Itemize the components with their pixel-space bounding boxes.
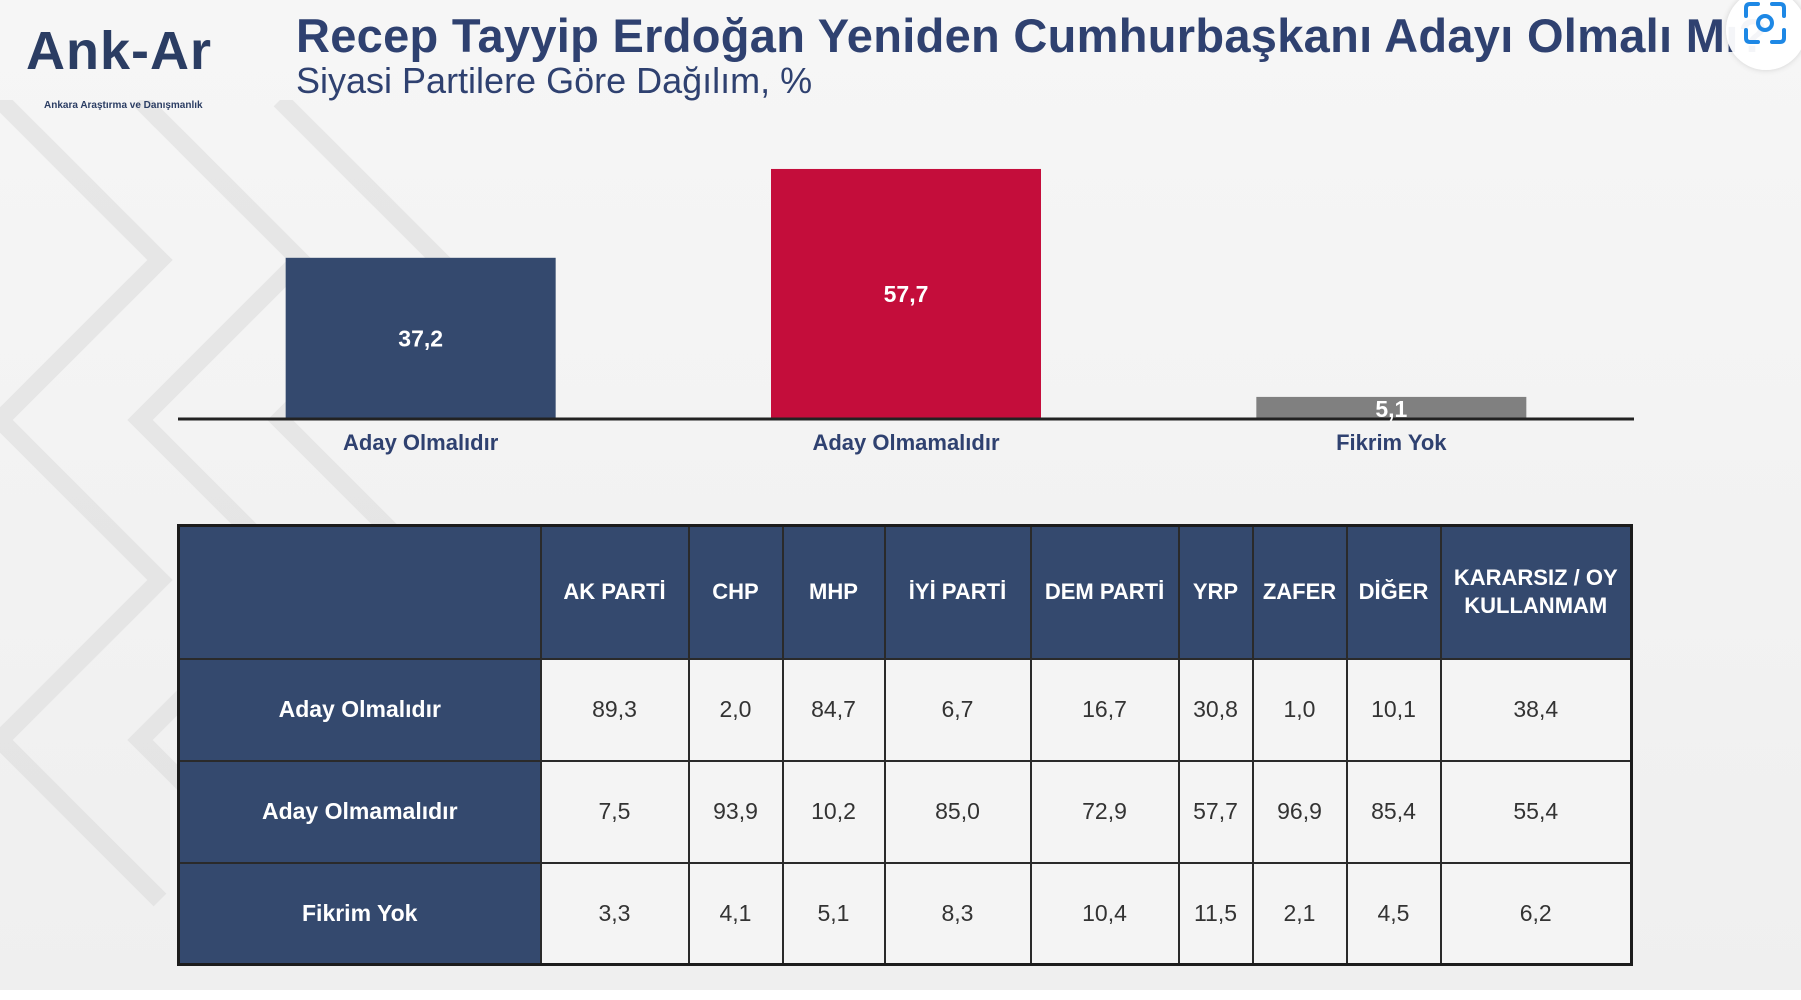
- party-breakdown-table-wrap: AK PARTİ CHP MHP İYİ PARTİ DEM PARTİ YRP…: [177, 524, 1633, 966]
- row-header: Aday Olmamalıdır: [177, 759, 542, 864]
- table-cell: 6,2: [1439, 861, 1633, 966]
- table-cell: 55,4: [1439, 759, 1633, 864]
- table-cell: 96,9: [1251, 759, 1348, 864]
- table-cell: 5,1: [781, 861, 886, 966]
- table-cell: 7,5: [539, 759, 690, 864]
- table-cell: 4,5: [1345, 861, 1442, 966]
- category-label: Fikrim Yok: [1336, 430, 1447, 455]
- table-header-row: AK PARTİ CHP MHP İYİ PARTİ DEM PARTİ YRP…: [177, 524, 1633, 660]
- page-subtitle: Siyasi Partilere Göre Dağılım, %: [296, 60, 813, 101]
- table-cell: 3,3: [539, 861, 690, 966]
- column-header: KARARSIZ / OY KULLANMAM: [1439, 524, 1633, 660]
- table-cell: 72,9: [1029, 759, 1180, 864]
- table-cell: 85,4: [1345, 759, 1442, 864]
- table-row: Aday Olmalıdır 89,3 2,0 84,7 6,7 16,7 30…: [177, 657, 1633, 762]
- category-label: Aday Olmalıdır: [343, 430, 499, 455]
- bar-value-label: 5,1: [1375, 396, 1407, 422]
- row-header: Aday Olmalıdır: [177, 657, 542, 762]
- table-cell: 6,7: [883, 657, 1032, 762]
- table-cell: 11,5: [1177, 861, 1254, 966]
- table-cell: 2,0: [687, 657, 784, 762]
- table-cell: 30,8: [1177, 657, 1254, 762]
- column-header: MHP: [781, 524, 886, 660]
- column-header: İYİ PARTİ: [883, 524, 1032, 660]
- table-cell: 10,2: [781, 759, 886, 864]
- party-breakdown-table: AK PARTİ CHP MHP İYİ PARTİ DEM PARTİ YRP…: [177, 524, 1633, 966]
- table-cell: 2,1: [1251, 861, 1348, 966]
- bar-chart: 37,2 Aday Olmalıdır 57,7 Aday Olmamalıdır 5,…: [178, 168, 1634, 455]
- bar-value-label: 37,2: [398, 325, 443, 351]
- category-label: Aday Olmamalıdır: [812, 430, 1000, 455]
- labels-layer: 37,2 Aday Olmalıdır 57,7 Aday Olmamalıdır 5,…: [343, 281, 1447, 455]
- row-header: Fikrim Yok: [177, 861, 542, 966]
- screen-capture-icon: [1744, 2, 1786, 44]
- column-header: AK PARTİ: [539, 524, 690, 660]
- column-header: DEM PARTİ: [1029, 524, 1180, 660]
- table-cell: 38,4: [1439, 657, 1633, 762]
- table-cell: 16,7: [1029, 657, 1180, 762]
- bars-layer: [285, 168, 1527, 419]
- screen-capture-button[interactable]: [1726, 0, 1801, 70]
- ankar-logo: Ank-Ar Ankara Araştırma ve Danışmanlık: [26, 16, 276, 116]
- table-cell: 85,0: [883, 759, 1032, 864]
- table-cell: 10,4: [1029, 861, 1180, 966]
- column-header: DİĞER: [1345, 524, 1442, 660]
- logo-tagline: Ankara Araştırma ve Danışmanlık: [44, 100, 203, 111]
- table-cell: 8,3: [883, 861, 1032, 966]
- table-corner-cell: [177, 524, 542, 660]
- logo-wordmark: Ank-Ar: [26, 21, 213, 81]
- table-cell: 1,0: [1251, 657, 1348, 762]
- bar: [771, 168, 1041, 419]
- table-cell: 84,7: [781, 657, 886, 762]
- bar: [285, 257, 556, 419]
- column-header: ZAFER: [1251, 524, 1348, 660]
- column-header: CHP: [687, 524, 784, 660]
- column-header: YRP: [1177, 524, 1254, 660]
- table-cell: 57,7: [1177, 759, 1254, 864]
- table-cell: 4,1: [687, 861, 784, 966]
- bar: [1256, 396, 1527, 419]
- table-row: Fikrim Yok 3,3 4,1 5,1 8,3 10,4 11,5 2,1…: [177, 861, 1633, 966]
- bottom-strip: [0, 990, 1801, 1000]
- page-title: Recep Tayyip Erdoğan Yeniden Cumhurbaşka…: [296, 9, 1768, 62]
- table-cell: 93,9: [687, 759, 784, 864]
- table-cell: 10,1: [1345, 657, 1442, 762]
- table-row: Aday Olmamalıdır 7,5 93,9 10,2 85,0 72,9…: [177, 759, 1633, 864]
- bar-value-label: 57,7: [884, 281, 929, 307]
- table-cell: 89,3: [539, 657, 690, 762]
